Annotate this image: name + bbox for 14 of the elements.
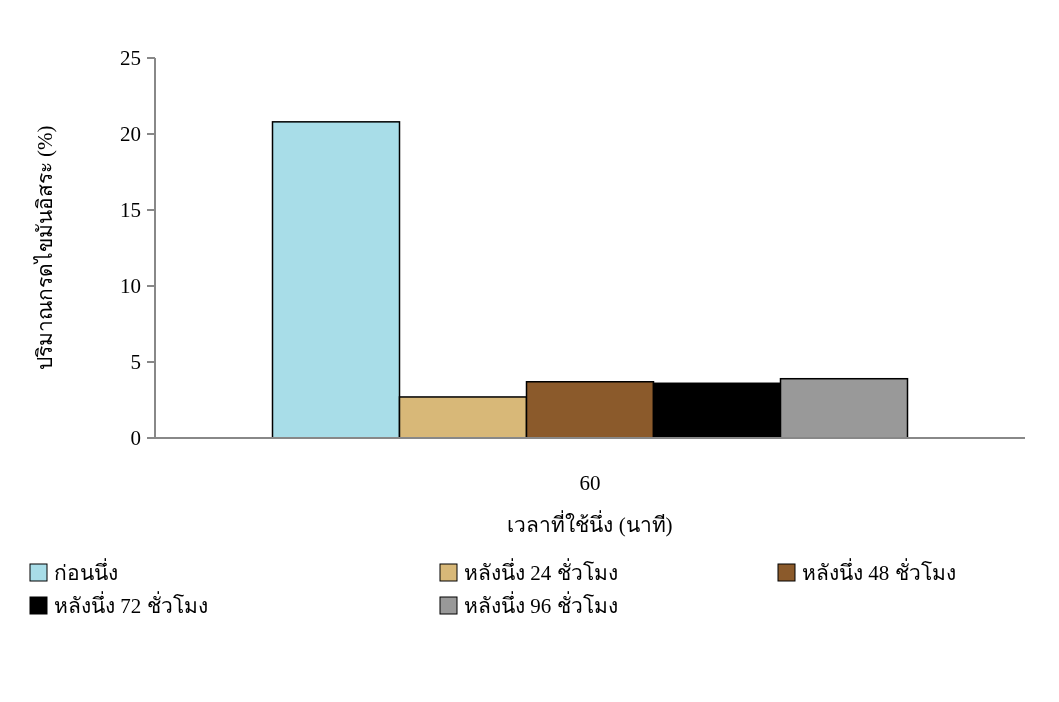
y-tick-label: 20 <box>120 122 141 146</box>
y-tick-label: 5 <box>130 350 141 374</box>
y-axis-title: ปริมาณกรดไขมันอิสระ (%) <box>33 125 57 371</box>
legend-label: หลังนึ่ง 48 ชั่วโมง <box>802 558 956 585</box>
y-tick-label: 25 <box>120 46 141 70</box>
x-tick-label: 60 <box>579 471 601 495</box>
legend-label: หลังนึ่ง 24 ชั่วโมง <box>464 558 618 585</box>
legend-label: หลังนึ่ง 72 ชั่วโมง <box>54 591 208 618</box>
x-axis-title: เวลาที่ใช้นึ่ง (นาที) <box>507 510 673 537</box>
legend-label: ก่อนนึ่ง <box>54 558 118 585</box>
y-tick-label: 15 <box>120 198 141 222</box>
y-tick-label: 0 <box>130 426 141 450</box>
y-tick-label: 10 <box>120 274 141 298</box>
legend-label: หลังนึ่ง 96 ชั่วโมง <box>464 591 618 618</box>
